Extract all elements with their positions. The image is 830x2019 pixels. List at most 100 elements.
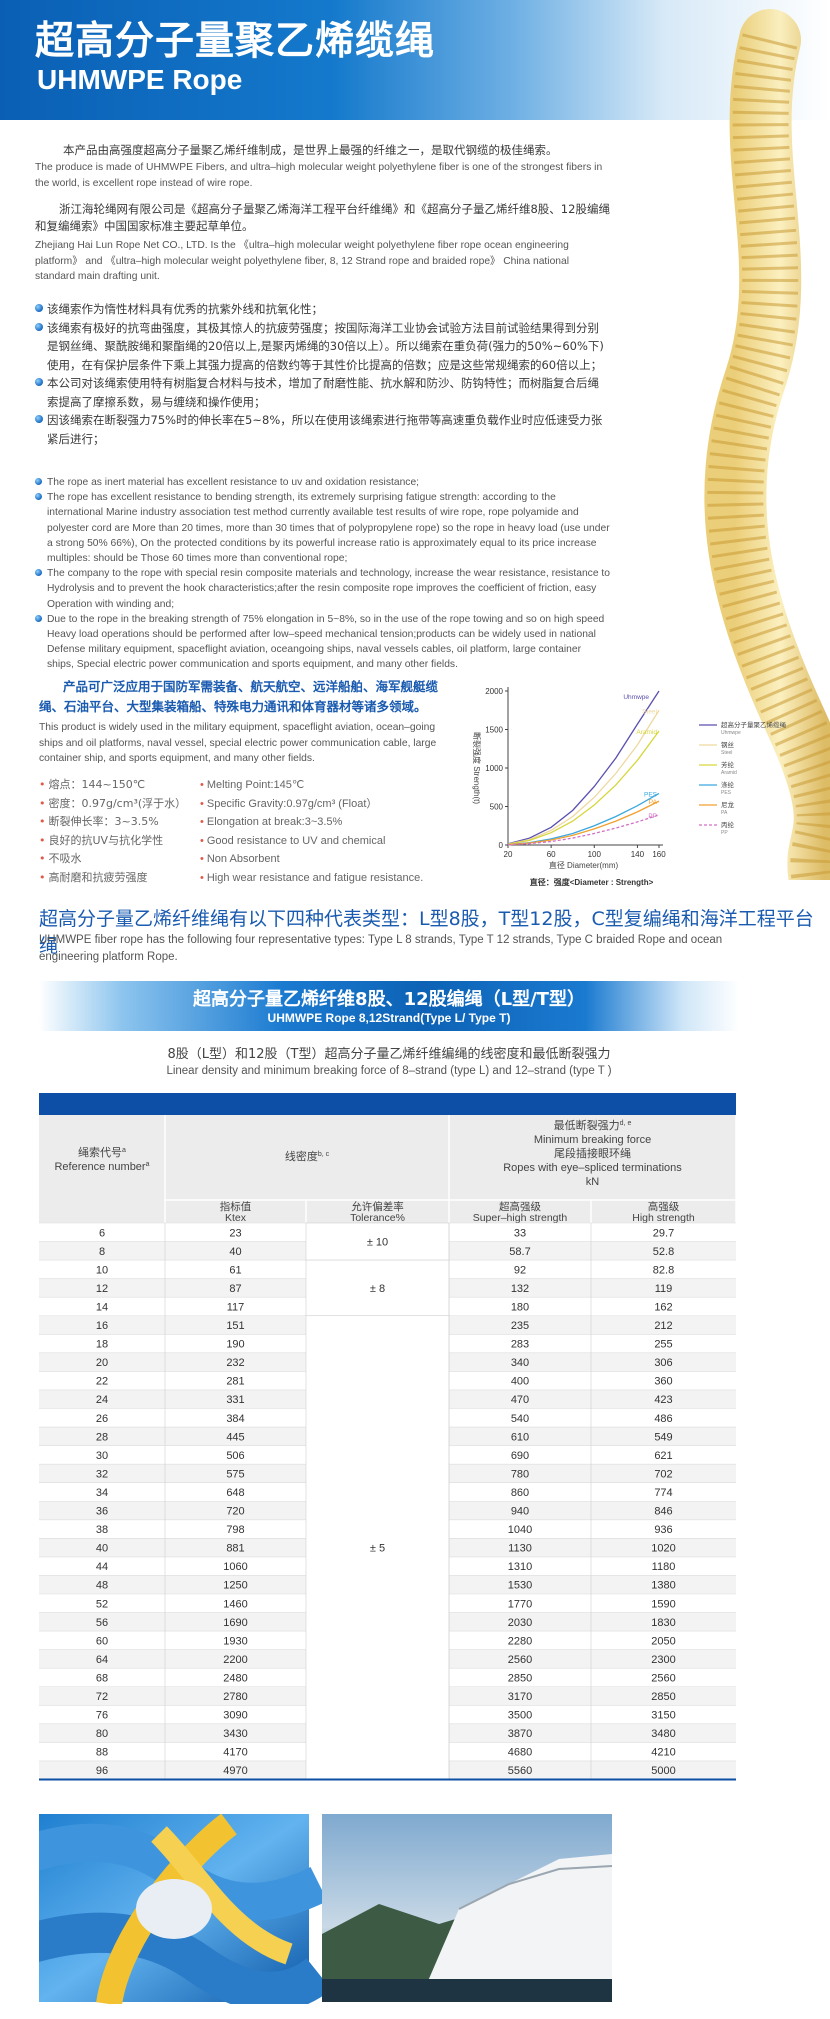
subheader: Super–high strength — [473, 1212, 568, 1224]
cell: 92 — [514, 1264, 526, 1276]
cell: 38 — [96, 1524, 108, 1536]
header-text: Ktex — [225, 1212, 247, 1224]
intro-en: The produce is made of UHMWPE Fibers, an… — [35, 162, 603, 189]
cell: 30 — [96, 1450, 108, 1462]
header-density: 线密度b, c — [285, 1149, 330, 1163]
cell: 881 — [226, 1543, 244, 1555]
series-label: PA — [649, 799, 658, 806]
cell: 52 — [96, 1598, 108, 1610]
cell: 36 — [96, 1506, 108, 1518]
cell: 798 — [226, 1524, 244, 1536]
header-text: Ropes with eye–spliced terminations — [503, 1162, 682, 1174]
header-breaking: kN — [586, 1176, 600, 1188]
title-en: UHMWPE Rope — [37, 64, 243, 95]
property-text: Specific Gravity:0.97g/cm³ (Float） — [206, 797, 378, 810]
cell: 575 — [226, 1468, 244, 1480]
subheader: 高强级 — [648, 1200, 680, 1213]
property-text: 熔点：144~150℃ — [48, 778, 146, 791]
cell: 12 — [96, 1283, 108, 1295]
bullet — [35, 614, 42, 622]
cell: 33 — [514, 1227, 526, 1239]
header-text: 绳索代号 — [78, 1145, 122, 1159]
header-text: 指标值 — [220, 1200, 252, 1213]
properties-en: • Melting Point:145℃ • Specific Gravity:0.9… — [200, 776, 423, 888]
properties-cn: • 熔点：144~150℃ • 密度：0.97g/cm³(浮于水） • 断裂伸长率：3~3… — [39, 776, 186, 888]
bullet: • — [200, 871, 204, 884]
cell: 936 — [654, 1524, 672, 1536]
property-text: 良好的抗UV与抗化学性 — [48, 833, 164, 847]
cell: 32 — [96, 1468, 108, 1480]
cell: 235 — [511, 1320, 529, 1332]
cell: 3150 — [651, 1710, 675, 1722]
legend-name: 丙纶 — [721, 820, 735, 829]
header-text: 线密度 — [285, 1149, 318, 1163]
cell: 445 — [226, 1431, 244, 1443]
cell: 940 — [511, 1506, 529, 1518]
cell: 3480 — [651, 1728, 675, 1740]
property-item: • Good resistance to UV and chemical — [200, 832, 423, 851]
cell: 232 — [226, 1357, 244, 1369]
bullet — [35, 304, 43, 312]
section-title-en: UHMWPE fiber rope has the following four… — [39, 934, 723, 963]
cell: 4680 — [508, 1747, 532, 1759]
cell: 1530 — [508, 1580, 532, 1592]
banner-title-en: UHMWPE Rope 8,12Strand(Type L/ Type T) — [267, 1011, 511, 1025]
footnote-mark: b, c — [318, 1151, 330, 1158]
cell: 2050 — [651, 1635, 675, 1647]
header-breaking: 尾段插接眼环绳 — [554, 1146, 631, 1160]
cell: 1460 — [223, 1598, 247, 1610]
cell: 1830 — [651, 1617, 675, 1629]
header-breaking: 最低断裂强力d, e — [554, 1118, 632, 1132]
cell: 1020 — [651, 1543, 675, 1555]
table-header-bg — [39, 1115, 736, 1223]
features-en: The rope as inert material has excellent… — [35, 475, 610, 673]
header-text: Super–high strength — [473, 1212, 568, 1224]
property-item: • 密度：0.97g/cm³(浮于水） — [39, 795, 186, 814]
cell: 470 — [511, 1394, 529, 1406]
cell: 1310 — [508, 1561, 532, 1573]
cell: 58.7 — [509, 1246, 530, 1258]
feature-text: The company to the rope with special res… — [47, 568, 610, 610]
cell: 2560 — [651, 1672, 675, 1684]
cell: 281 — [226, 1376, 244, 1388]
legend-name: 芳纶 — [721, 760, 735, 769]
subheader: High strength — [632, 1212, 695, 1224]
series-line — [507, 814, 660, 846]
cell: 3870 — [508, 1728, 532, 1740]
cell: 68 — [96, 1672, 108, 1684]
property-item: • 良好的抗UV与抗化学性 — [39, 832, 186, 851]
cell: 255 — [654, 1339, 672, 1351]
cell: 18 — [96, 1339, 108, 1351]
header-breaking: Ropes with eye–spliced terminations — [503, 1162, 682, 1174]
bullet — [35, 322, 43, 331]
cell: 3170 — [508, 1691, 532, 1703]
x-tick-label: 20 — [504, 850, 513, 859]
cell: 23 — [229, 1227, 241, 1239]
cell: 1690 — [223, 1617, 247, 1629]
cell: 151 — [226, 1320, 244, 1332]
intro-cn: 本产品由高强度超高分子量聚乙烯纤维制成，是世界上最强的纤维之一，是取代钢缆的极佳… — [63, 143, 558, 157]
bullet: • — [39, 870, 46, 884]
cell: 87 — [229, 1283, 241, 1295]
cell: 82.8 — [653, 1264, 674, 1276]
tolerance-cell — [305, 1222, 450, 1261]
cell: 72 — [96, 1691, 108, 1703]
property-item: • 熔点：144~150℃ — [39, 776, 186, 795]
header-band — [0, 0, 830, 120]
cell: 1130 — [508, 1543, 532, 1555]
legend-name: 钢丝 — [721, 740, 735, 749]
header-text: 高强级 — [648, 1200, 680, 1213]
photos — [39, 1814, 613, 2004]
property-text: Good resistance to UV and chemical — [206, 834, 386, 847]
legend-name-en: PP — [721, 830, 728, 836]
cell: 16 — [96, 1320, 108, 1332]
cell: 29.7 — [653, 1227, 674, 1239]
cell: 3090 — [223, 1710, 247, 1722]
cell: 162 — [654, 1301, 672, 1313]
feature-text: 该绳索有极好的抗弯曲强度，其极其惊人的抗疲劳强度；按国际海洋工业协会试验方法目前… — [47, 320, 604, 372]
cell: 860 — [511, 1487, 529, 1499]
cell: 384 — [226, 1413, 244, 1425]
x-tick-label: 160 — [652, 850, 666, 859]
cell: 1040 — [508, 1524, 532, 1536]
